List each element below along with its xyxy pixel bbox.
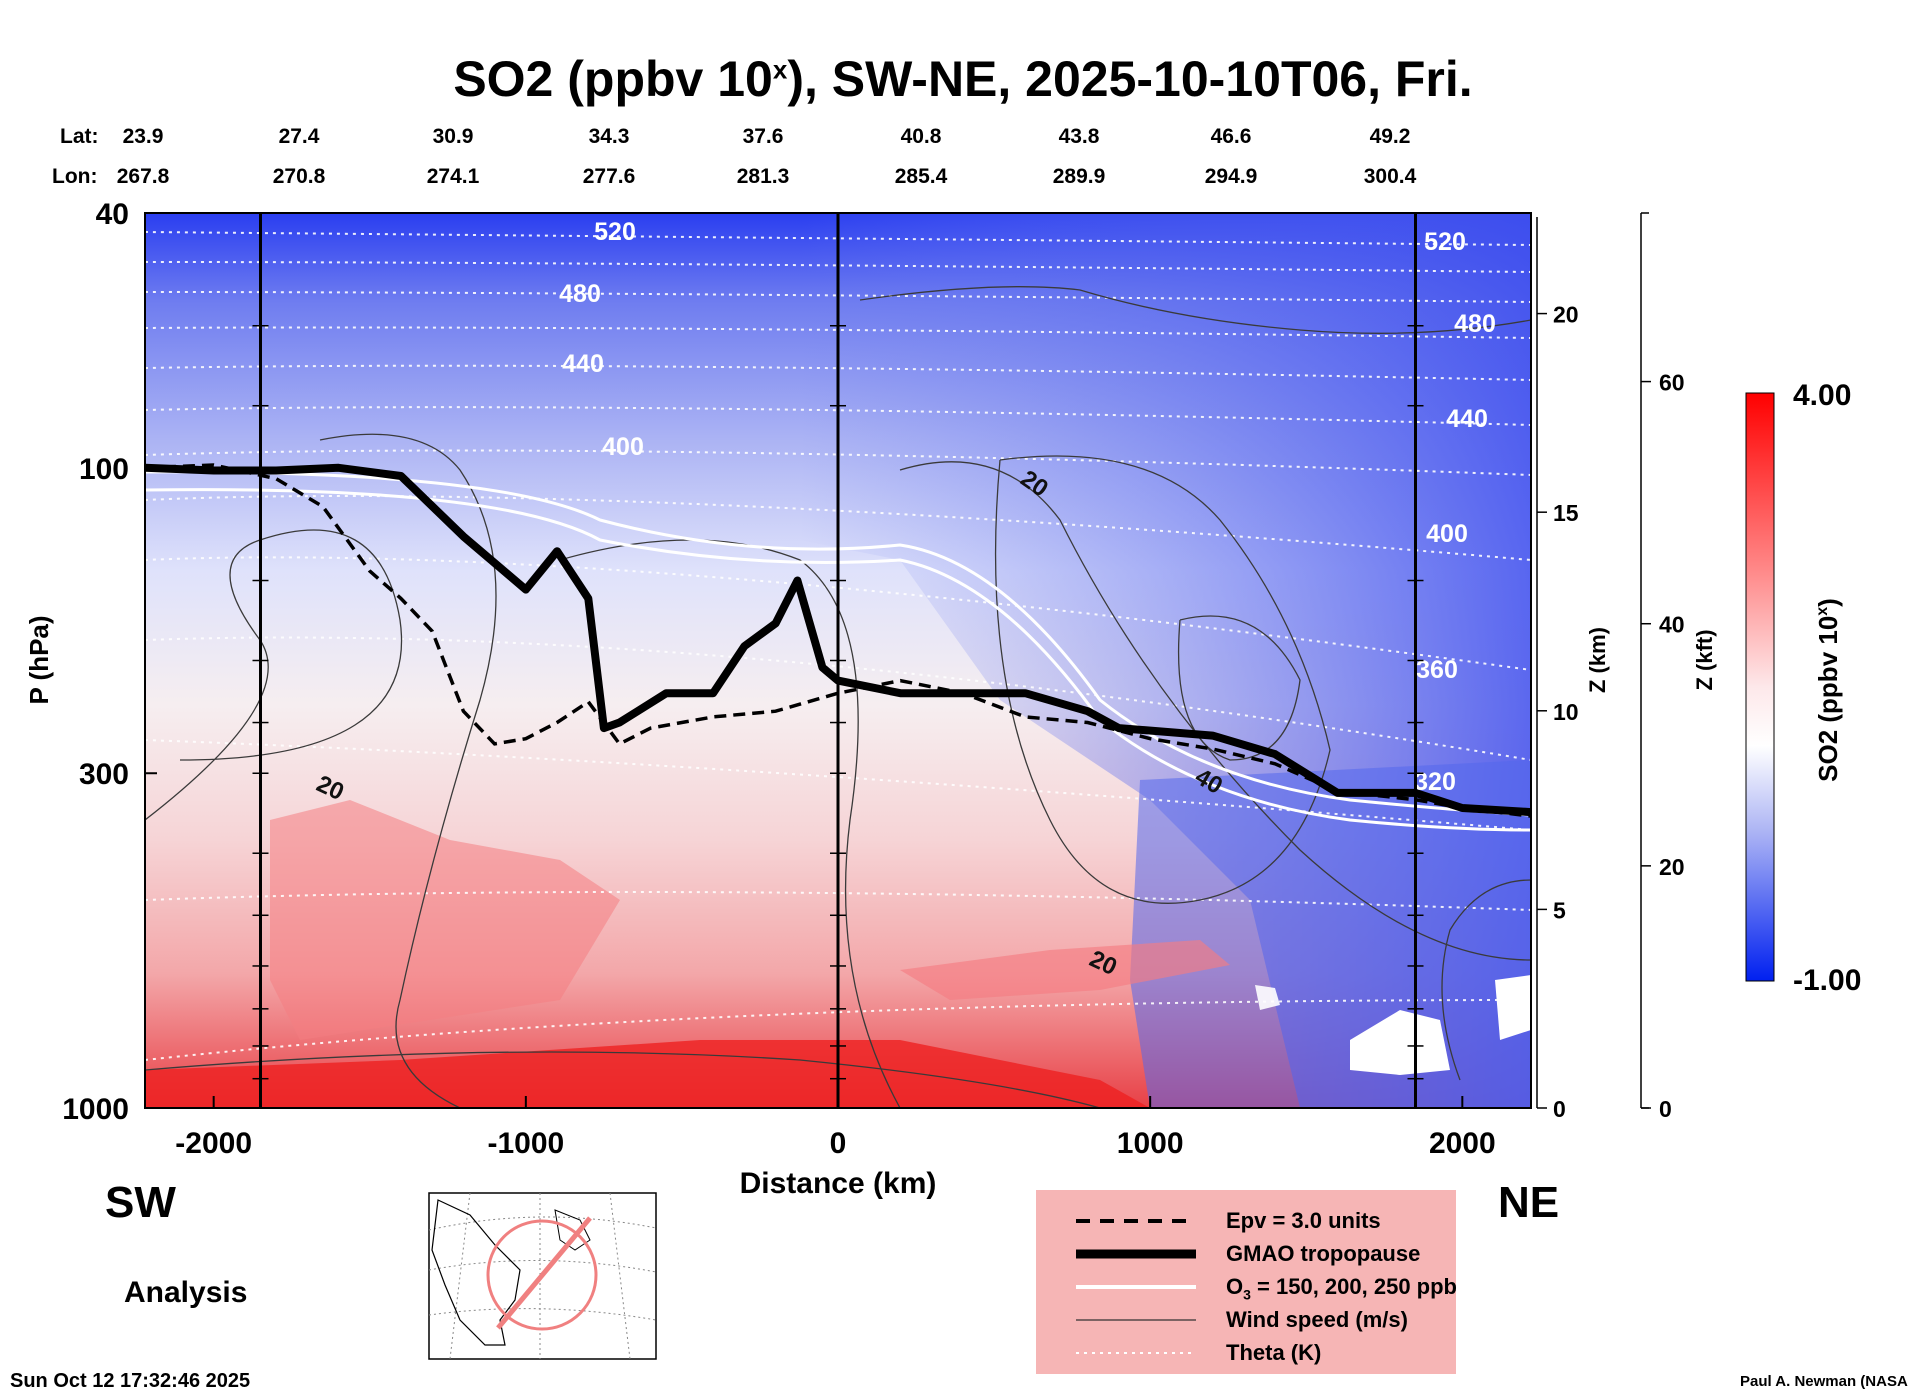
colorbar-min-label: -1.00 <box>1793 964 1861 997</box>
coastline-path <box>431 1199 521 1346</box>
theta-contour-label: 320 <box>1414 768 1456 796</box>
so2-red-band <box>900 940 1230 1000</box>
lat-label: Lat: <box>60 125 99 148</box>
tropopause-line <box>145 463 1531 817</box>
theta-contours <box>145 231 1531 1061</box>
theta-contour-label: 480 <box>1454 310 1496 338</box>
z-km-tick-label: 5 <box>1553 897 1566 923</box>
x-tick-label: 1000 <box>1117 1127 1184 1160</box>
theta-contour-label: 440 <box>1446 405 1488 433</box>
z-km-tick-label: 0 <box>1553 1096 1566 1122</box>
missing-data-patch <box>1350 1010 1450 1075</box>
legend-epv: Epv = 3.0 units <box>1076 1208 1381 1233</box>
analysis-label: Analysis <box>124 1276 248 1309</box>
z-km-tick-label: 10 <box>1553 699 1579 725</box>
z-kft-axis-title: Z (kft) <box>1692 629 1717 690</box>
z-km-tick-label: 15 <box>1553 500 1579 526</box>
region-circle <box>486 1219 598 1331</box>
z-km-axis-title: Z (km) <box>1585 627 1610 693</box>
legend-theta: Theta (K) <box>1076 1340 1322 1365</box>
p-tick-label: 300 <box>79 758 129 791</box>
chart-title: SO2 (ppbv 10x), SW-NE, 2025-10-10T06, Fr… <box>453 51 1473 107</box>
credit: Paul A. Newman (NASA <box>1740 1373 1908 1390</box>
y-axis-title: P (hPa) <box>24 615 54 704</box>
colorbar-title: SO2 (ppbv 10x) <box>1813 598 1843 782</box>
x-tick-label: 2000 <box>1429 1127 1496 1160</box>
theta-contour-label: 480 <box>559 280 601 308</box>
colorbar <box>1745 392 1775 982</box>
lon-value: 270.8 <box>272 165 326 188</box>
x-tick-label: 0 <box>830 1127 847 1160</box>
missing-data-patch-3 <box>1255 985 1280 1010</box>
z-kft-tick-label: 60 <box>1659 370 1685 396</box>
so2-red-plume <box>270 800 620 1040</box>
ne-label: NE <box>1498 1178 1560 1227</box>
lat-value: 43.8 <box>1058 125 1100 148</box>
ozone-contours <box>145 470 1531 832</box>
section-path-line <box>496 1216 592 1330</box>
theta-contour-label: 520 <box>594 218 636 246</box>
theta-contour-label: 440 <box>562 350 604 378</box>
lat-value: 46.6 <box>1210 125 1252 148</box>
legend-wind: Wind speed (m/s) <box>1076 1307 1408 1332</box>
lon-value: 281.3 <box>736 165 790 188</box>
z-kft-tick-label: 20 <box>1659 854 1685 880</box>
lat-value: 30.9 <box>432 125 474 148</box>
so2-surface-red <box>145 1040 1150 1108</box>
lon-value: 267.8 <box>116 165 170 188</box>
z-kft-tick-label: 0 <box>1659 1096 1672 1122</box>
timestamp: Sun Oct 12 17:32:46 2025 <box>10 1370 251 1392</box>
lat-value: 40.8 <box>900 125 942 148</box>
p-tick-label: 1000 <box>62 1093 129 1126</box>
colorbar-max-label: 4.00 <box>1793 379 1851 412</box>
lon-value: 300.4 <box>1363 165 1417 188</box>
x-tick-label: -1000 <box>487 1127 564 1160</box>
lon-value: 274.1 <box>426 165 480 188</box>
inset-map <box>428 1192 657 1360</box>
lon-value: 289.9 <box>1052 165 1106 188</box>
theta-contour-label: 520 <box>1424 228 1466 256</box>
x-axis-title: Distance (km) <box>740 1167 937 1200</box>
legend-ozone: O3 = 150, 200, 250 ppb <box>1076 1274 1457 1303</box>
lat-value: 27.4 <box>278 125 320 148</box>
missing-data-patch-2 <box>1495 975 1531 1040</box>
z-km-tick-label: 20 <box>1553 302 1579 328</box>
lat-value: 23.9 <box>122 125 164 148</box>
lon-value: 294.9 <box>1204 165 1258 188</box>
p-tick-label: 40 <box>96 198 129 231</box>
lon-value: 277.6 <box>582 165 636 188</box>
lat-value: 49.2 <box>1369 125 1411 148</box>
legend-tropopause: GMAO tropopause <box>1076 1241 1421 1266</box>
x-tick-label: -2000 <box>175 1127 252 1160</box>
sw-label: SW <box>105 1178 176 1227</box>
epv-line <box>145 463 1531 818</box>
lat-value: 34.3 <box>588 125 630 148</box>
theta-contour-label: 400 <box>1426 520 1468 548</box>
lon-label: Lon: <box>52 165 98 188</box>
lat-value: 37.6 <box>742 125 784 148</box>
lon-value: 285.4 <box>894 165 948 188</box>
z-kft-tick-label: 40 <box>1659 612 1685 638</box>
theta-contour-label: 400 <box>602 433 644 461</box>
legend: Epv = 3.0 units GMAO tropopause O3 = 150… <box>1036 1190 1457 1374</box>
p-tick-label: 100 <box>79 453 129 486</box>
